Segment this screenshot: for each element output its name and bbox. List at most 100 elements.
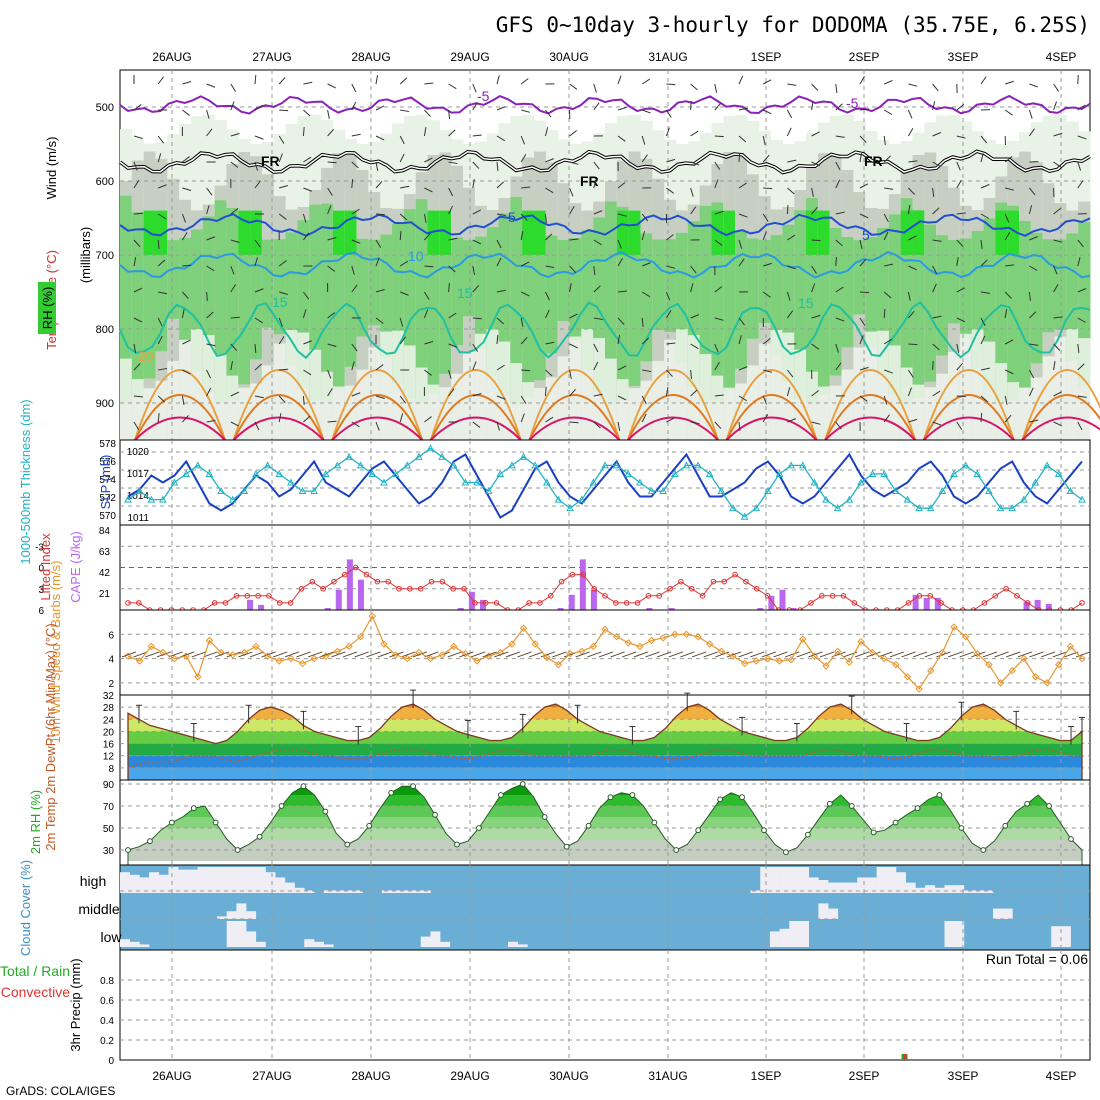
wind-barb: [448, 388, 455, 397]
wind-barb: [327, 187, 333, 196]
wind-barb: [738, 395, 747, 402]
thickness-point: [1066, 487, 1075, 495]
surface-barb: [691, 651, 707, 658]
wind-barb: [980, 335, 986, 345]
cloud-middle-bar: [1002, 908, 1013, 919]
rh-point: [717, 796, 724, 803]
thickness-point: [950, 469, 958, 477]
wind-barb: [714, 362, 720, 371]
wind-barb: [1053, 343, 1061, 351]
surface-barb: [505, 651, 521, 658]
wind-barb: [206, 291, 208, 302]
wind-barb: [472, 343, 478, 352]
wind-barb: [423, 309, 429, 319]
wind-barb: [303, 291, 310, 300]
wind-barb: [787, 159, 797, 163]
wind-barb: [763, 262, 772, 267]
date-label-top: 29AUG: [450, 50, 489, 64]
rh-tick-label: 70: [103, 802, 115, 813]
wind-barb: [811, 421, 821, 425]
cape-bar: [934, 597, 941, 610]
thickness-point: [240, 487, 249, 495]
wind-barb: [351, 161, 359, 169]
wind-barb: [278, 317, 283, 327]
wind-barb: [496, 75, 500, 85]
wind-barb: [884, 80, 893, 85]
date-label-bottom: 1SEP: [751, 1069, 782, 1083]
cloud-high-bar: [158, 874, 169, 893]
wind-barb: [617, 365, 627, 371]
wind-barb: [496, 364, 505, 371]
wind-barb: [545, 369, 553, 377]
wind-barb: [520, 336, 528, 345]
wind-point: [682, 630, 691, 638]
wind-barb: [738, 75, 744, 85]
wind-barb: [181, 395, 185, 405]
surface-barb: [819, 651, 835, 658]
surface-barb: [912, 651, 928, 658]
wind-barb: [956, 161, 961, 171]
rh-point: [475, 825, 482, 831]
surface-barb: [854, 651, 870, 658]
slp-tick-label: 1017: [127, 469, 150, 480]
surface-barb: [936, 651, 951, 658]
wind-barb: [1053, 391, 1062, 397]
surface-barb: [156, 651, 172, 658]
wind-barb: [424, 109, 431, 117]
wind-barb: [811, 239, 821, 242]
thickness-point: [845, 495, 854, 503]
wind-barb: [932, 83, 939, 92]
wind-barb: [303, 340, 312, 345]
wind-barb: [738, 239, 743, 249]
wind-speed-line: [127, 614, 1083, 690]
wind-barb: [617, 135, 626, 142]
wind-barb: [1005, 187, 1015, 191]
wind-barb: [1004, 213, 1010, 223]
thickness-point: [519, 452, 528, 460]
wind-barb: [811, 187, 814, 197]
cloud-high-bar: [226, 867, 237, 893]
cloud-high-bar: [857, 877, 868, 893]
rh-point: [366, 822, 373, 829]
wind-barb: [545, 187, 554, 194]
wind-point: [1078, 654, 1086, 663]
wind-barb: [714, 239, 723, 246]
wind-barb: [1077, 363, 1085, 371]
wind-barb: [399, 317, 404, 327]
wind-barb: [835, 103, 843, 111]
wind-barb: [544, 213, 547, 224]
cloud-level-high: high: [80, 873, 106, 889]
wind-barb: [883, 213, 889, 223]
cloud-low-bar: [1060, 926, 1071, 947]
surface-barb: [482, 651, 497, 658]
wind-barb: [714, 317, 724, 321]
wind-barb: [496, 421, 500, 431]
rh-line: [127, 783, 1083, 865]
wind-barb: [278, 153, 283, 163]
wind-barb: [690, 389, 698, 397]
wind-barb: [303, 232, 310, 241]
wind-barb: [351, 361, 355, 371]
wind-barb: [617, 258, 624, 267]
cloud-high-bar: [925, 885, 936, 893]
wind-barb: [907, 387, 912, 397]
cloud-middle-bar: [226, 911, 237, 919]
wind-barb: [883, 109, 893, 115]
wind-barb: [980, 259, 988, 267]
lifted-point: [1079, 600, 1085, 606]
wind-barb: [1053, 361, 1056, 371]
rh-point: [344, 841, 351, 848]
li-tick-label: 6: [38, 606, 44, 617]
lifted-point: [331, 578, 337, 585]
thickness-point: [554, 495, 563, 503]
wind-barb: [1004, 155, 1013, 163]
precip-convective-bar: [903, 1054, 907, 1060]
thickness-point: [135, 487, 144, 495]
wind-barb: [327, 420, 337, 423]
cape-bar: [568, 594, 575, 610]
cape-bar: [335, 589, 342, 610]
surface-barb: [354, 651, 369, 658]
cloud-high-bar: [236, 867, 247, 893]
wind-barb: [399, 413, 404, 423]
wind-barb: [666, 417, 675, 423]
